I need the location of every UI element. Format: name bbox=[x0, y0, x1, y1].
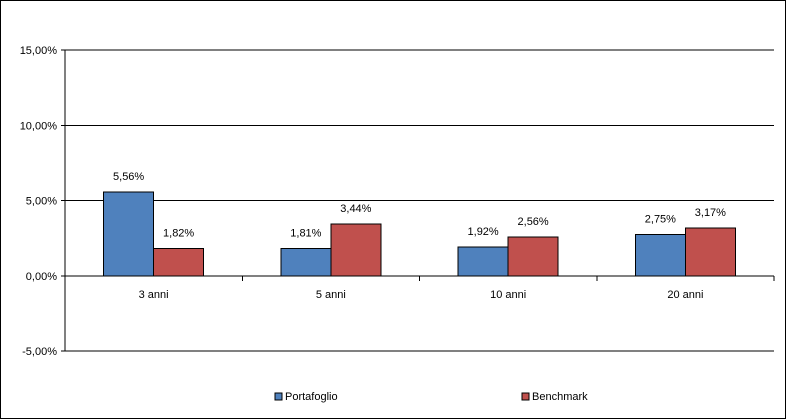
y-tick-label: 10,00% bbox=[20, 120, 58, 132]
bar-benchmark bbox=[684, 227, 736, 277]
bar-portafoglio bbox=[103, 191, 155, 277]
legend-swatch bbox=[274, 392, 283, 401]
bar-benchmark bbox=[330, 223, 382, 277]
bar-portafoglio bbox=[280, 248, 332, 277]
data-label: 2,56% bbox=[518, 216, 549, 228]
x-category-label: 10 anni bbox=[490, 289, 526, 301]
bar-benchmark bbox=[507, 236, 559, 277]
x-category-label: 20 anni bbox=[667, 289, 703, 301]
bar-portafoglio bbox=[457, 246, 509, 277]
y-tick-label: 0,00% bbox=[26, 271, 57, 283]
data-label: 5,56% bbox=[113, 171, 144, 183]
x-category-label: 3 anni bbox=[139, 289, 169, 301]
data-label: 1,82% bbox=[163, 227, 194, 239]
data-label: 1,92% bbox=[468, 226, 499, 238]
legend-label: Benchmark bbox=[532, 391, 588, 403]
data-label: 3,17% bbox=[695, 207, 726, 219]
legend-swatch bbox=[521, 392, 530, 401]
y-tick-label: 15,00% bbox=[20, 45, 58, 57]
data-label: 2,75% bbox=[645, 213, 676, 225]
data-label: 1,81% bbox=[290, 228, 321, 240]
x-category-label: 5 anni bbox=[316, 289, 346, 301]
legend-label: Portafoglio bbox=[285, 391, 338, 403]
y-tick-label: 5,00% bbox=[26, 196, 57, 208]
y-tick-label: -5,00% bbox=[22, 346, 57, 358]
bar-benchmark bbox=[153, 247, 205, 277]
bar-portafoglio bbox=[634, 233, 686, 277]
data-label: 3,44% bbox=[340, 203, 371, 215]
